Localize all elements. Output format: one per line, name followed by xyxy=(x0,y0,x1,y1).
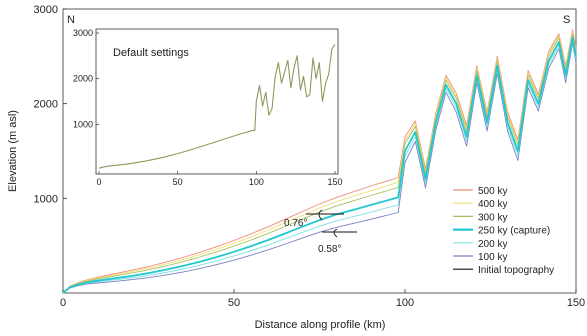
inset-x-tick-label: 150 xyxy=(327,177,342,187)
main-plot-frame xyxy=(62,8,577,294)
inset-y-tick-label: 1000 xyxy=(73,119,93,129)
annotation-angle-lower: 0.58° xyxy=(318,244,341,255)
slope-arc-lower xyxy=(333,228,338,238)
main-series-lines xyxy=(62,29,577,294)
inset-frame xyxy=(95,28,339,175)
inset-axes: 0 50 100 150 1000 2000 3000 xyxy=(73,28,343,187)
corner-label-south: S xyxy=(563,14,570,26)
corner-label-north: N xyxy=(67,14,75,26)
x-tick-label: 0 xyxy=(60,297,66,309)
y-tick-label: 3000 xyxy=(34,4,58,16)
x-tick-label: 150 xyxy=(567,297,585,309)
inset-x-tick-label: 100 xyxy=(249,177,264,187)
y-axis-label: Elevation (m asl) xyxy=(7,110,19,192)
legend-label: 200 ky xyxy=(478,239,507,250)
inset-y-tick-label: 3000 xyxy=(73,28,93,38)
x-tick-label: 50 xyxy=(228,297,240,309)
inset-x-tick-label: 50 xyxy=(173,177,183,187)
y-tick-label: 1000 xyxy=(34,193,58,205)
legend-label: 400 ky xyxy=(478,199,507,210)
inset-series-line xyxy=(98,44,336,169)
legend-label: 100 ky xyxy=(478,252,507,263)
inset-x-tick-label: 0 xyxy=(96,177,101,187)
x-tick-label: 100 xyxy=(396,297,414,309)
inset-y-tick-label: 2000 xyxy=(73,74,93,84)
y-tick-label: 2000 xyxy=(34,99,58,111)
series-line xyxy=(62,36,577,294)
legend: 500 ky 400 ky 300 ky 250 ky (capture) 200 ky… xyxy=(453,186,554,276)
series-line xyxy=(62,39,577,294)
series-line xyxy=(62,42,577,294)
legend-label: Initial topography xyxy=(478,265,554,276)
legend-label: 300 ky xyxy=(478,212,507,223)
slope-arc-upper xyxy=(318,209,323,221)
x-axis-label: Distance along profile (km) xyxy=(255,319,386,331)
inset-title: Default settings xyxy=(113,47,189,59)
inset-series-lines xyxy=(98,44,336,169)
annotation-angle-upper: 0.76° xyxy=(284,218,307,229)
inset-chart: Default settings 0 50 100 150 1000 2000 3000 xyxy=(73,28,343,187)
legend-label: 500 ky xyxy=(478,186,507,197)
slope-annotations: 0.76° 0.58° xyxy=(284,209,357,255)
legend-label: 250 ky (capture) xyxy=(478,226,550,237)
